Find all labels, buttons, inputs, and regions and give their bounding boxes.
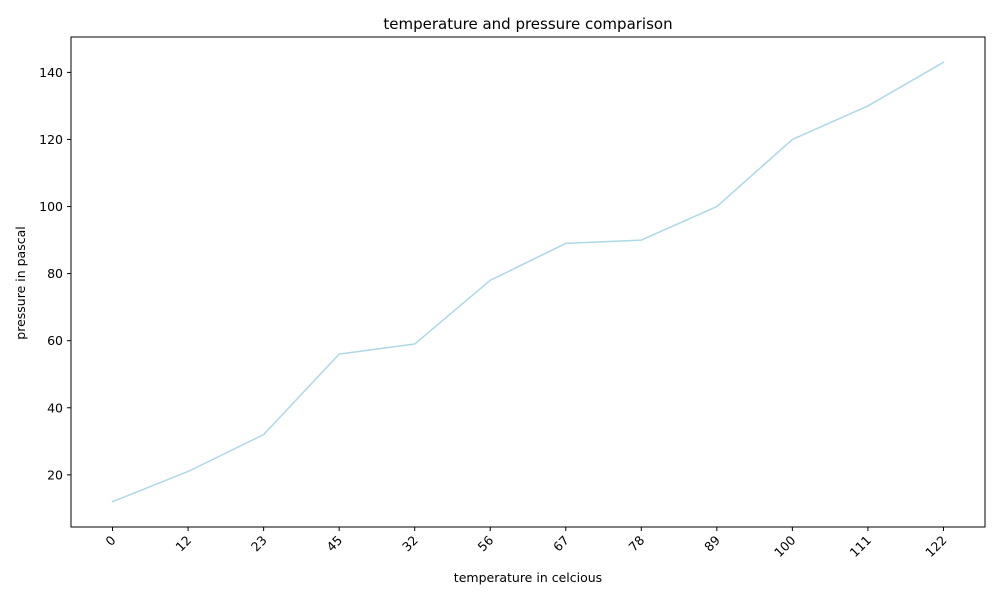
y-tick-label: 60 [47,333,63,348]
y-tick-label: 80 [47,266,63,281]
x-tick-label: 0 [102,532,118,548]
series-line [111,61,945,503]
x-tick-label: 67 [550,533,572,555]
x-tick-label: 23 [248,533,270,555]
x-tick-label: 45 [323,533,345,555]
x-tick-label: 12 [172,533,194,555]
x-tick-label: 111 [847,533,874,560]
y-tick-label: 120 [39,132,63,147]
y-tick-label: 40 [47,400,63,415]
x-axis-label: temperature in celcious [454,570,602,585]
plot-area: 20 40 60 80 100 120 140 0 12 23 45 32 56 67 78 89 100 111… [39,36,986,560]
y-axis-label: pressure in pascal [13,226,28,339]
x-tick-label: 32 [399,533,421,555]
x-tick-label: 56 [474,532,496,554]
x-tick-label: 78 [626,532,648,554]
y-tick-label: 100 [39,199,63,214]
plot-frame [70,36,986,528]
x-tick-label: 89 [701,532,723,554]
y-tick-label: 140 [39,65,63,80]
x-tick-label: 100 [771,532,799,560]
x-tick-label: 122 [922,533,949,560]
chart-title: temperature and pressure comparison [383,15,672,33]
y-tick-label: 20 [47,467,63,482]
